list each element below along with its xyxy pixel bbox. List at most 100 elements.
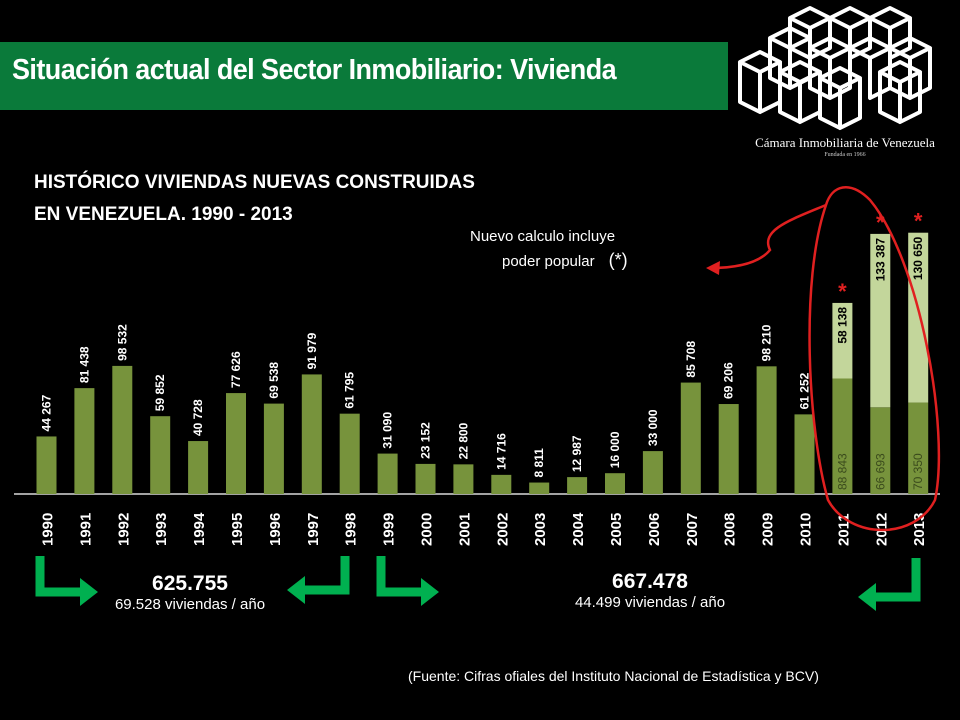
tick-label-1996: 1996	[267, 513, 284, 546]
tick-label-2002: 2002	[494, 513, 511, 546]
summary-left-rate: 69.528 viviendas / año	[114, 596, 266, 613]
bar-1993	[150, 416, 171, 494]
highlight-arrow-head	[706, 261, 720, 275]
tick-label-2007: 2007	[684, 513, 701, 546]
bar-2003	[529, 482, 550, 494]
tick-label-1993: 1993	[153, 513, 170, 546]
tick-label-1991: 1991	[77, 513, 94, 546]
value-label-1991: 81 438	[77, 346, 91, 383]
bar-2011	[832, 378, 853, 494]
note-line1: Nuevo calculo incluye	[470, 228, 616, 245]
logo-founded: Fundada en 1966	[824, 152, 866, 158]
bar-1995	[226, 393, 246, 494]
value-label-upper-2012: 133 387	[873, 238, 887, 282]
bar-1992	[112, 365, 133, 494]
tick-label-1995: 1995	[229, 513, 246, 546]
value-label-2011: 88 843	[835, 453, 849, 490]
bar-upper-2013	[908, 232, 929, 403]
period-arrowhead-1998	[287, 576, 305, 604]
bar-1999	[377, 453, 398, 494]
tick-label-1990: 1990	[40, 513, 57, 546]
bar-2007	[680, 382, 701, 494]
value-label-2009: 98 210	[760, 324, 774, 361]
value-label-1993: 59 852	[153, 374, 167, 411]
tick-label-1994: 1994	[191, 512, 208, 546]
value-label-2002: 14 716	[494, 433, 508, 470]
bar-2010	[794, 414, 815, 494]
tick-label-2008: 2008	[722, 513, 739, 546]
asterisk-2012: *	[876, 210, 885, 235]
tick-label-2000: 2000	[419, 513, 436, 546]
tick-label-2009: 2009	[760, 513, 777, 546]
value-label-2012: 66 693	[873, 453, 887, 490]
value-label-1992: 98 532	[115, 324, 129, 361]
value-label-1995: 77 626	[229, 351, 243, 388]
note-marker: (*)	[608, 250, 628, 270]
value-label-2001: 22 800	[456, 422, 470, 459]
period-arrowhead-1999	[421, 578, 439, 606]
bar-2013	[908, 402, 929, 494]
bar-2000	[415, 463, 436, 494]
tick-label-2006: 2006	[646, 513, 663, 546]
bar-2005	[605, 473, 625, 494]
value-label-2010: 61 252	[798, 372, 812, 409]
note-line2: poder popular (*)	[502, 250, 628, 271]
bar-1990	[36, 436, 57, 494]
summary-right-rate: 44.499 viviendas / año	[574, 594, 726, 611]
tick-label-2001: 2001	[456, 513, 473, 546]
value-label-upper-2011: 58 138	[835, 307, 849, 344]
period-arrowhead-2013	[858, 583, 876, 611]
bar-upper-2011	[832, 302, 853, 379]
value-label-2004: 12 987	[570, 435, 584, 472]
asterisk-2013: *	[914, 209, 923, 234]
tick-label-2005: 2005	[608, 513, 625, 546]
bar-1991	[74, 388, 95, 494]
page-title: Situación actual del Sector Inmobiliario…	[12, 54, 617, 86]
asterisk-2011: *	[838, 279, 847, 304]
bar-2004	[567, 477, 588, 494]
bar-2001	[453, 464, 474, 494]
period-arrow-1998	[305, 556, 350, 595]
value-label-1999: 31 090	[381, 412, 395, 449]
bar-upper-2012	[870, 233, 891, 408]
period-arrow-1999	[376, 556, 421, 597]
value-label-2003: 8 811	[532, 448, 546, 478]
value-label-1998: 61 795	[343, 372, 357, 409]
summary-right: 667.478 44.499 viviendas / año	[540, 570, 760, 611]
bar-1998	[339, 413, 360, 494]
tick-label-2003: 2003	[532, 513, 549, 546]
period-arrow-1990	[35, 556, 80, 597]
note-line2-text: poder popular	[502, 253, 595, 270]
value-label-2000: 23 152	[419, 422, 433, 459]
logo: Cámara Inmobiliaria de Venezuela Fundada…	[730, 0, 960, 170]
value-label-1994: 40 728	[191, 399, 205, 436]
bar-2008	[718, 404, 739, 494]
tick-label-2004: 2004	[570, 512, 587, 546]
value-label-1996: 69 538	[267, 362, 281, 399]
bar-2009	[756, 366, 777, 494]
bar-1997	[301, 374, 322, 494]
value-label-2007: 85 708	[684, 341, 698, 378]
tick-label-1997: 1997	[305, 513, 322, 546]
logo-name: Cámara Inmobiliaria de Venezuela	[755, 135, 935, 150]
cubes-logo-icon	[738, 6, 932, 130]
highlight-ellipse	[808, 186, 941, 532]
highlight-arrow-line	[709, 203, 827, 270]
bar-2002	[491, 474, 512, 494]
tick-label-2010: 2010	[798, 513, 815, 546]
value-label-2013: 70 350	[911, 453, 925, 490]
value-label-upper-2013: 130 650	[911, 236, 925, 280]
chart-title-line2: EN VENEZUELA. 1990 - 2013	[34, 204, 293, 225]
value-label-2006: 33 000	[646, 409, 660, 446]
summary-left-total: 625.755	[152, 572, 228, 595]
value-label-1997: 91 979	[305, 332, 319, 369]
bar-1996	[263, 403, 284, 494]
bar-2006	[642, 451, 663, 494]
summary-left: 625.755 69.528 viviendas / año	[110, 572, 270, 613]
source-note: (Fuente: Cifras ofiales del Instituto Na…	[408, 668, 819, 684]
tick-label-1999: 1999	[381, 513, 398, 546]
bar-1994	[188, 441, 209, 494]
value-label-1990: 44 267	[40, 394, 54, 431]
chart-title-line1: HISTÓRICO VIVIENDAS NUEVAS CONSTRUIDAS	[34, 172, 475, 193]
